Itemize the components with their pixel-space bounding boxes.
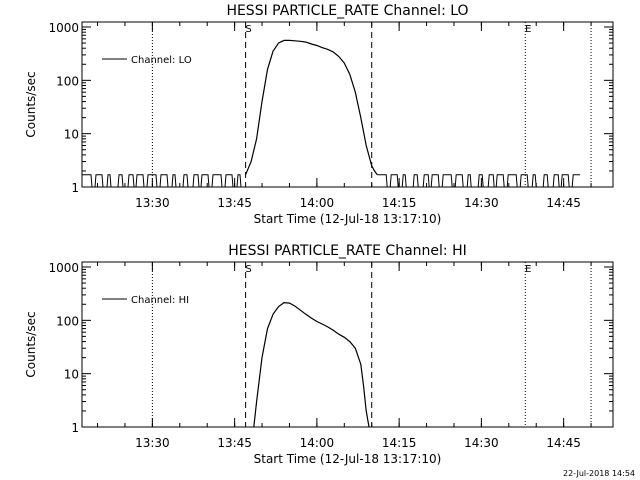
chart-title: HESSI PARTICLE_RATE Channel: LO — [226, 3, 468, 19]
chart-panel-2: HESSI PARTICLE_RATE Channel: HI 1 10 100 100… — [24, 243, 614, 466]
y-tick-label-100: 100 — [56, 314, 79, 328]
plot-frame — [81, 261, 614, 428]
y-tick-label-10: 10 — [64, 368, 79, 382]
background-trace-2 — [377, 174, 581, 188]
x-tick-label-13-45: 13:45 — [217, 436, 252, 450]
y-axis-label: Counts/sec — [24, 311, 38, 377]
series-channel-lo — [82, 39, 581, 188]
y-tick-label-100: 100 — [56, 74, 79, 88]
series-channel-hi — [253, 301, 370, 428]
legend-label: Channel: HI — [131, 295, 189, 306]
x-axis-label: Start Time (12-Jul-18 13:17:10) — [254, 212, 442, 226]
x-axis-label: Start Time (12-Jul-18 13:17:10) — [254, 452, 442, 466]
y-axis-label: Counts/sec — [24, 71, 38, 137]
legend: Channel: LO — [102, 55, 192, 66]
x-tick-label-13-30: 13:30 — [135, 436, 170, 450]
x-tick-label-13-45: 13:45 — [217, 196, 252, 210]
y-tick-label-1000: 1000 — [48, 261, 79, 275]
x-tick-label-14-45: 14:45 — [546, 196, 581, 210]
marker-label-s: S — [245, 24, 251, 35]
y-tick-label-1: 1 — [71, 421, 79, 435]
timestamp: 22-Jul-2018 14:54 — [563, 469, 635, 478]
x-tick-label-14-30: 14:30 — [464, 436, 499, 450]
x-tick-label-14-30: 14:30 — [464, 196, 499, 210]
chart-title: HESSI PARTICLE_RATE Channel: HI — [228, 243, 466, 259]
x-tick-label-13-30: 13:30 — [135, 196, 170, 210]
chart-panel-1: HESSI PARTICLE_RATE Channel: LO 1 10 100 100… — [24, 3, 614, 226]
plot-frame — [81, 21, 614, 188]
x-axis: 13:30 13:45 14:00 14:15 14:30 14:45 — [97, 22, 592, 210]
y-axis: 1 10 100 1000 — [48, 21, 613, 195]
x-tick-label-14-45: 14:45 — [546, 436, 581, 450]
x-tick-label-14-00: 14:00 — [300, 436, 335, 450]
legend: Channel: HI — [102, 295, 189, 306]
series-line — [253, 301, 370, 428]
y-axis: 1 10 100 1000 — [48, 261, 613, 435]
y-tick-label-1000: 1000 — [48, 21, 79, 35]
y-tick-label-1: 1 — [71, 181, 79, 195]
legend-label: Channel: LO — [131, 55, 192, 66]
x-axis: 13:30 13:45 14:00 14:15 14:30 14:45 — [97, 262, 592, 450]
marker-label-e: E — [525, 24, 531, 35]
background-trace-1 — [82, 174, 246, 188]
series-line — [245, 39, 378, 176]
x-tick-label-14-15: 14:15 — [382, 196, 417, 210]
marker-label-s: S — [245, 264, 251, 275]
x-tick-label-14-00: 14:00 — [300, 196, 335, 210]
y-tick-label-10: 10 — [64, 128, 79, 142]
panels: HESSI PARTICLE_RATE Channel: LO 1 10 100 100… — [24, 3, 614, 466]
x-tick-label-14-15: 14:15 — [382, 436, 417, 450]
marker-label-e: E — [525, 264, 531, 275]
